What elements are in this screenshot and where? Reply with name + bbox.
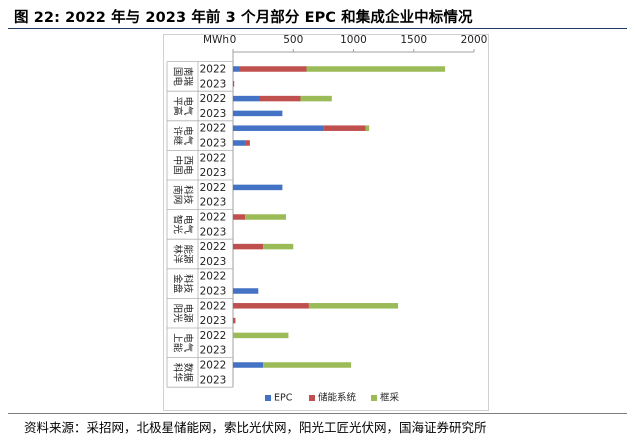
bar-segment <box>365 125 370 131</box>
year-label: 2023 <box>200 78 227 90</box>
bar-segment <box>233 66 240 72</box>
x-tick-label: 1500 <box>400 34 427 46</box>
bar-segment <box>233 140 246 146</box>
group-label: 电气 <box>182 126 194 146</box>
bar-segment <box>233 303 309 309</box>
bar-segment <box>323 125 366 131</box>
group-label: 数据 <box>182 363 194 383</box>
bar-segment <box>233 317 236 324</box>
year-label: 2022 <box>200 64 227 76</box>
year-label: 2023 <box>200 374 227 386</box>
group-label: 林洋 <box>172 244 184 264</box>
year-label: 2022 <box>200 271 227 283</box>
year-label: 2022 <box>200 330 227 342</box>
group-label: 电气 <box>182 333 194 353</box>
year-label: 2022 <box>200 93 227 105</box>
year-label: 2023 <box>200 167 227 179</box>
bar-segment <box>233 110 283 117</box>
group-label: 电气 <box>182 96 194 116</box>
bar-segment <box>233 95 260 102</box>
legend-label: 储能系统 <box>318 392 357 404</box>
year-label: 2023 <box>200 345 227 357</box>
group-label: 阳光 <box>172 304 184 324</box>
chart-frame <box>163 34 489 411</box>
bar-segment <box>308 303 399 309</box>
bar-segment <box>306 66 446 72</box>
group-label: 科华 <box>172 363 184 383</box>
group-label: 电源 <box>182 304 194 324</box>
group-label: 智光 <box>172 215 184 235</box>
year-label: 2023 <box>200 197 227 209</box>
source-note: 资料来源：采招网，北极星储能网，索比光伏网，阳光工匠光伏网，国海证券研究所 <box>24 420 487 435</box>
group-label: 平高 <box>172 96 184 115</box>
group-label: 南瑞 <box>182 67 194 87</box>
year-label: 2022 <box>200 300 227 312</box>
group-label: 中国 <box>172 156 184 175</box>
bar-segment <box>233 214 246 220</box>
bar-segment <box>233 184 283 191</box>
axis-unit-label: MWh <box>203 34 229 46</box>
bar-segment <box>233 125 324 131</box>
bar-segment <box>245 214 287 220</box>
bar-segment <box>233 81 235 87</box>
year-label: 2023 <box>200 286 227 298</box>
x-tick-label: 0 <box>230 34 237 46</box>
year-label: 2022 <box>200 182 227 194</box>
group-label: 南网 <box>172 185 184 204</box>
group-label: 国电 <box>172 67 184 87</box>
year-label: 2023 <box>200 315 227 327</box>
year-label: 2022 <box>200 123 227 135</box>
year-label: 2022 <box>200 360 227 372</box>
group-label: 许继 <box>172 126 184 146</box>
title-divider <box>8 28 627 29</box>
figure-title: 图 22: 2022 年与 2023 年前 3 个月部分 EPC 和集成企业中标… <box>14 10 473 26</box>
x-tick-label: 500 <box>283 34 303 46</box>
legend-swatch <box>309 395 315 401</box>
source-divider <box>8 413 627 414</box>
legend-swatch <box>265 395 271 401</box>
year-label: 2023 <box>200 226 227 238</box>
legend-label: EPC <box>274 393 293 404</box>
bar-segment <box>233 243 264 250</box>
group-label: 科技 <box>182 185 194 205</box>
year-label: 2023 <box>200 138 227 150</box>
group-label: 科技 <box>182 274 194 294</box>
legend-swatch <box>371 395 377 401</box>
year-label: 2022 <box>200 212 227 224</box>
bar-segment <box>239 66 307 72</box>
bar-segment <box>233 362 264 368</box>
year-label: 2023 <box>200 256 227 268</box>
group-label: 能源 <box>182 244 194 264</box>
bar-segment <box>263 362 352 368</box>
group-label: 上能 <box>172 333 184 353</box>
bar-segment <box>233 332 289 339</box>
year-label: 2022 <box>200 241 227 253</box>
bar-segment <box>263 243 294 250</box>
bar-segment <box>245 140 250 146</box>
x-tick-label: 2000 <box>461 34 488 46</box>
group-label: 电气 <box>182 215 194 235</box>
group-label: 金盘 <box>172 274 184 294</box>
x-tick-label: 1000 <box>340 34 367 46</box>
legend-label: 框采 <box>380 392 400 404</box>
year-label: 2022 <box>200 152 227 164</box>
year-label: 2023 <box>200 108 227 120</box>
bar-segment <box>259 95 301 102</box>
bar-segment <box>300 95 332 102</box>
bar-segment <box>233 288 259 294</box>
group-label: 西电 <box>182 156 194 176</box>
